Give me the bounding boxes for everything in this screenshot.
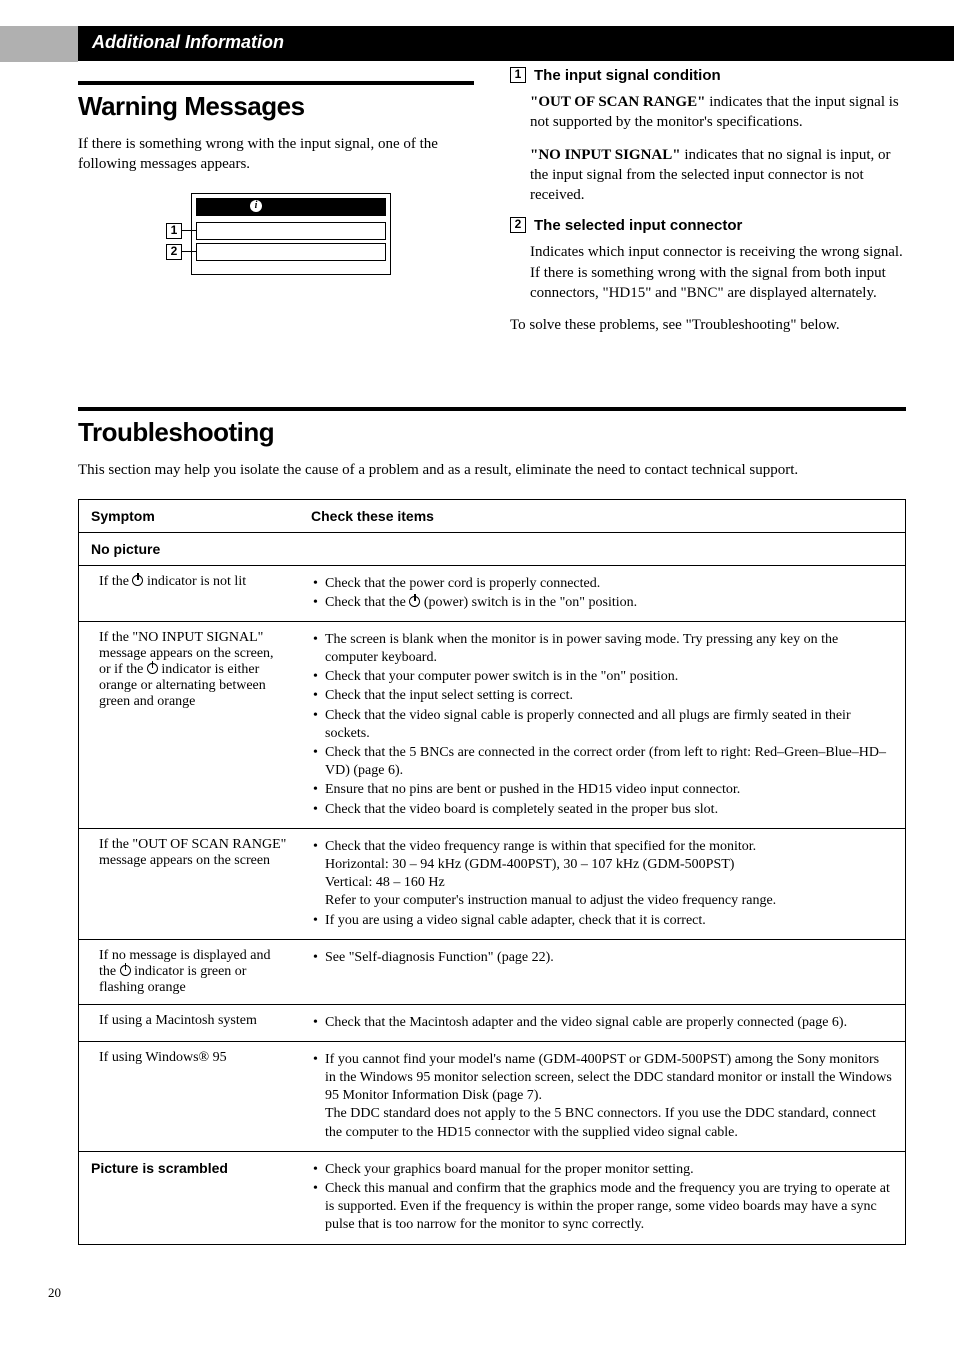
check-list: Check that the power cord is properly co… [311,575,893,612]
troubleshooting-intro: This section may help you isolate the ca… [78,460,906,480]
check-cell: The screen is blank when the monitor is … [299,621,905,828]
troubleshooting-heading: Troubleshooting [78,417,906,448]
rule [78,81,474,85]
check-cell: Check that the Macintosh adapter and the… [299,1004,905,1041]
rule [78,407,906,411]
page-content: Warning Messages If there is something w… [0,61,954,1361]
check-cell: Check that the power cord is properly co… [299,565,905,621]
check-list: Check that the Macintosh adapter and the… [311,1014,893,1032]
section-header: Additional Information [78,26,954,61]
info-icon: i [250,200,262,212]
side-tab [0,26,78,62]
power-icon [120,965,131,976]
selected-connector-desc: Indicates which input connector is recei… [530,242,906,303]
right-column: 1 The input signal condition "OUT OF SCA… [510,61,906,347]
symptom-cell: If the indicator is not lit [79,565,299,621]
list-item: See "Self-diagnosis Function" (page 22). [311,949,893,967]
power-icon [147,663,158,674]
left-column: Warning Messages If there is something w… [78,61,474,347]
out-of-scan-desc: "OUT OF SCAN RANGE" indicates that the i… [530,92,906,133]
table-row: If the indicator is not lit Check that th… [79,565,905,621]
list-item: Check that the power cord is properly co… [311,575,893,593]
diagram-field-2 [196,243,386,261]
power-icon [132,575,143,586]
warning-intro: If there is something wrong with the inp… [78,134,474,175]
callout-2-title: The selected input connector [534,217,742,234]
list-item: Check that the video signal cable is pro… [311,707,893,743]
check-list: The screen is blank when the monitor is … [311,631,893,819]
list-item: Check that the input select setting is c… [311,687,893,705]
table-row: If the "NO INPUT SIGNAL" message appears… [79,621,905,828]
table-row: If using a Macintosh system Check that th… [79,1004,905,1041]
page-number: 20 [48,1285,906,1301]
list-item: If you cannot find your model's name (GD… [311,1051,893,1142]
check-cell: See "Self-diagnosis Function" (page 22). [299,939,905,1004]
symptom-cell: If no message is displayed and the indic… [79,939,299,1004]
list-item: Check that your computer power switch is… [311,668,893,686]
list-item: The screen is blank when the monitor is … [311,631,893,667]
table-row: No picture [79,532,905,565]
callout-1-box: 1 [166,223,182,239]
list-item: Check that the (power) switch is in the … [311,594,893,612]
troubleshooting-table: Symptom Check these items No pictureIf t… [78,499,906,1245]
check-list: Check that the video frequency range is … [311,838,893,930]
message-diagram: i 1 2 [161,193,391,275]
callout-1-label: 1 [510,67,526,83]
list-item: Check this manual and confirm that the g… [311,1180,893,1235]
callout-1-title: The input signal condition [534,67,721,84]
list-item: Check that the 5 BNCs are connected in t… [311,744,893,780]
symptom-cell: If using Windows® 95 [79,1041,299,1151]
symptom-cell: If the "OUT OF SCAN RANGE" message appea… [79,828,299,939]
warning-messages-heading: Warning Messages [78,91,474,122]
callout-2-box: 2 [166,244,182,260]
check-cell: Check your graphics board manual for the… [299,1151,905,1243]
callout-2-label: 2 [510,217,526,233]
check-cell: If you cannot find your model's name (GD… [299,1041,905,1151]
table-row: Picture is scrambled Check your graphics … [79,1151,905,1243]
list-item: Ensure that no pins are bent or pushed i… [311,781,893,799]
check-list: See "Self-diagnosis Function" (page 22). [311,949,893,967]
group-no-picture: No picture [79,532,905,565]
group-scrambled: Picture is scrambled [79,1151,299,1243]
symptom-cell: If the "NO INPUT SIGNAL" message appears… [79,621,299,828]
check-cell: Check that the video frequency range is … [299,828,905,939]
power-icon [409,596,420,607]
col-check: Check these items [299,500,905,533]
diagram-field-1 [196,222,386,240]
check-list: Check your graphics board manual for the… [311,1161,893,1235]
symptom-cell: If using a Macintosh system [79,1004,299,1041]
list-item: Check that the video board is completely… [311,801,893,819]
list-item: Check that the video frequency range is … [311,838,893,911]
table-row: If no message is displayed and the indic… [79,939,905,1004]
list-item: Check that the Macintosh adapter and the… [311,1014,893,1032]
solve-note: To solve these problems, see "Troublesho… [510,315,906,335]
check-list: If you cannot find your model's name (GD… [311,1051,893,1142]
list-item: If you are using a video signal cable ad… [311,912,893,930]
col-symptom: Symptom [79,500,299,533]
table-row: If the "OUT OF SCAN RANGE" message appea… [79,828,905,939]
list-item: Check your graphics board manual for the… [311,1161,893,1179]
table-row: If using Windows® 95If you cannot find y… [79,1041,905,1151]
no-input-desc: "NO INPUT SIGNAL" indicates that no sign… [530,145,906,206]
